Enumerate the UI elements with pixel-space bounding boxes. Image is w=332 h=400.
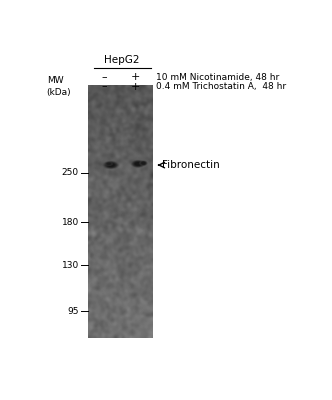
Ellipse shape	[106, 162, 117, 168]
Bar	[88, 85, 152, 338]
Text: 180: 180	[61, 218, 79, 226]
Text: –: –	[102, 72, 107, 82]
Ellipse shape	[132, 161, 143, 167]
Ellipse shape	[106, 162, 112, 166]
Ellipse shape	[139, 160, 148, 166]
Ellipse shape	[141, 162, 145, 164]
Ellipse shape	[104, 162, 118, 169]
Text: 10 mM Nicotinamide, 48 hr: 10 mM Nicotinamide, 48 hr	[156, 73, 279, 82]
Ellipse shape	[107, 163, 115, 167]
Ellipse shape	[133, 161, 143, 166]
Text: HepG2: HepG2	[104, 55, 139, 65]
Ellipse shape	[131, 160, 145, 168]
Ellipse shape	[132, 160, 144, 167]
Ellipse shape	[107, 163, 111, 165]
Text: +: +	[131, 82, 140, 92]
Text: 95: 95	[67, 307, 79, 316]
Ellipse shape	[135, 162, 141, 166]
Ellipse shape	[134, 162, 142, 166]
Ellipse shape	[103, 161, 119, 169]
Ellipse shape	[102, 160, 120, 170]
Ellipse shape	[105, 162, 113, 166]
Text: 250: 250	[62, 168, 79, 177]
Ellipse shape	[140, 161, 147, 165]
Ellipse shape	[106, 163, 116, 167]
Text: Fibronectin: Fibronectin	[162, 160, 220, 170]
Ellipse shape	[107, 162, 111, 165]
Ellipse shape	[104, 161, 114, 166]
Text: (kDa): (kDa)	[46, 88, 71, 97]
Ellipse shape	[105, 162, 113, 166]
Ellipse shape	[140, 161, 146, 165]
Text: 130: 130	[61, 261, 79, 270]
Ellipse shape	[139, 161, 147, 166]
Ellipse shape	[105, 162, 117, 168]
Ellipse shape	[139, 160, 148, 166]
Text: –: –	[102, 82, 107, 92]
Ellipse shape	[106, 162, 112, 165]
Text: 0.4 mM Trichostatin A,  48 hr: 0.4 mM Trichostatin A, 48 hr	[156, 82, 286, 91]
Text: +: +	[131, 72, 140, 82]
Text: MW: MW	[46, 76, 63, 85]
Ellipse shape	[141, 162, 146, 165]
Ellipse shape	[130, 160, 146, 168]
